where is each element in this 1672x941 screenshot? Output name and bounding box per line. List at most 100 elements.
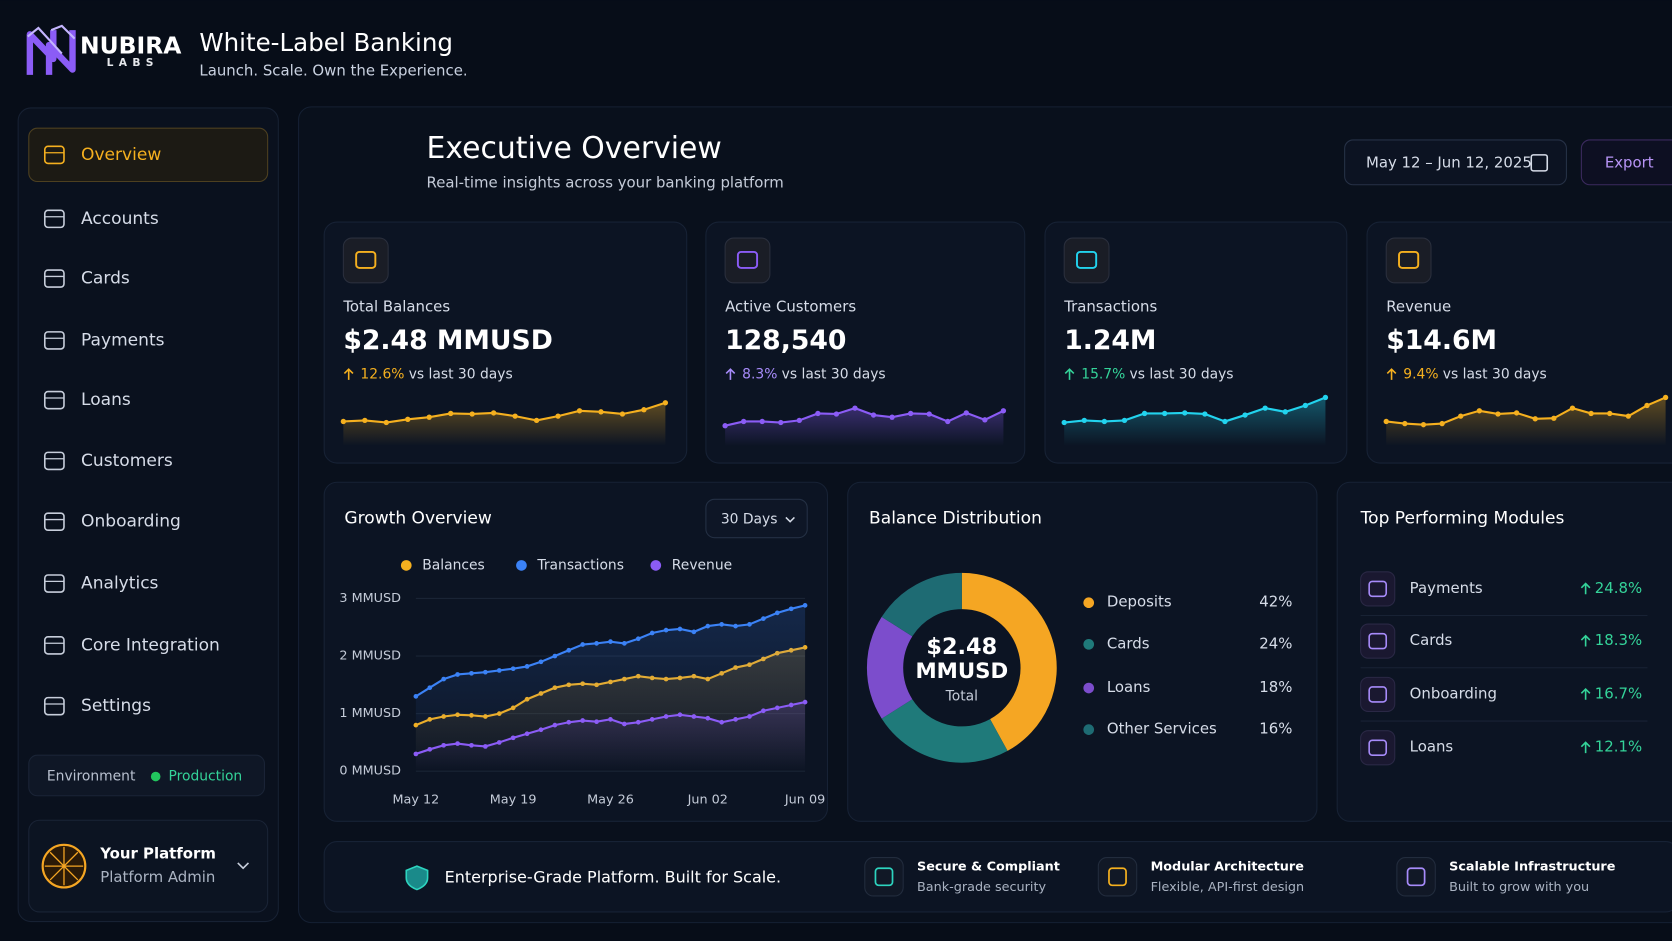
- donut-segment: [866, 616, 913, 719]
- date-range[interactable]: [1344, 139, 1567, 186]
- nav-icon: [43, 512, 65, 532]
- sparkline-point: [833, 411, 840, 417]
- legend-label: Cards: [1107, 634, 1150, 652]
- series-point: [691, 714, 697, 719]
- series-point: [649, 717, 655, 722]
- nav-item[interactable]: Overview: [81, 145, 161, 165]
- module-change: 18.3%: [1595, 631, 1642, 649]
- sparkline-point: [926, 411, 932, 417]
- sparkline-point: [1282, 409, 1288, 415]
- sparkline-point: [852, 405, 858, 411]
- series-point: [496, 740, 502, 745]
- feature-icon: [1406, 867, 1426, 887]
- series-point: [413, 751, 419, 757]
- tagline: Launch. Scale. Own the Experience.: [199, 62, 467, 80]
- y-tick-label: 3 MMUSD: [339, 591, 401, 606]
- series-point: [649, 630, 655, 636]
- nav-active[interactable]: [28, 127, 269, 183]
- sparkline-point: [1141, 410, 1148, 417]
- nav-item[interactable]: Loans: [81, 390, 131, 410]
- kpi-compare: vs last 30 days: [1443, 367, 1547, 383]
- nav-item[interactable]: Settings: [81, 696, 151, 716]
- series-point: [594, 641, 599, 646]
- nav-item[interactable]: Core Integration: [81, 635, 220, 655]
- nav-item[interactable]: Accounts: [81, 209, 159, 229]
- series-point: [663, 627, 669, 633]
- module-name[interactable]: Onboarding: [1410, 684, 1497, 702]
- nav-item[interactable]: Onboarding: [81, 512, 181, 532]
- sparkline-point: [1569, 405, 1576, 411]
- kpi-label: Transactions: [1063, 297, 1157, 315]
- page-subtitle: Real-time insights across your banking p…: [427, 174, 784, 192]
- chevron: [785, 516, 795, 523]
- up-arrow: [1580, 582, 1591, 595]
- status-dot: [150, 771, 161, 782]
- sparkline-point: [1625, 413, 1632, 419]
- module-name[interactable]: Payments: [1410, 579, 1483, 597]
- module-icon-box: [1360, 571, 1396, 607]
- environment-label: Environment: [47, 769, 136, 785]
- series-point: [510, 735, 516, 741]
- legend-label: Loans: [1107, 678, 1151, 696]
- environment-box: [28, 754, 265, 797]
- kpi-label: Total Balances: [342, 297, 450, 315]
- sparkline-point: [340, 418, 347, 425]
- brand-sub: LABS: [107, 56, 159, 69]
- kpi-icon-box: [1385, 237, 1432, 284]
- nav-item[interactable]: Cards: [81, 269, 130, 289]
- sparkline-point: [740, 418, 747, 425]
- module-icon-box: [1360, 730, 1396, 766]
- nav-item[interactable]: Payments: [81, 330, 165, 350]
- kpi-change: 9.4% vs last 30 days: [1403, 367, 1546, 383]
- series-point: [733, 623, 738, 629]
- feature-icon: [874, 867, 894, 887]
- sparkline-area: [1064, 397, 1326, 446]
- sparkline-point: [576, 408, 583, 414]
- series-point: [483, 669, 488, 675]
- kpi-change-value: 15.7%: [1081, 367, 1125, 383]
- sparkline-point: [533, 417, 540, 424]
- x-tick-label: May 19: [490, 792, 537, 807]
- donut-segment: [881, 698, 1008, 763]
- sparkline-point: [1458, 413, 1464, 419]
- sparkline-point: [1383, 418, 1389, 425]
- legend-dot: [516, 560, 527, 571]
- kpi-icon: [1398, 250, 1420, 269]
- chart-title: Balance Distribution: [869, 508, 1042, 528]
- series-point: [538, 727, 544, 733]
- feature-title: Secure & Compliant: [917, 860, 1060, 875]
- module-name[interactable]: Loans: [1410, 738, 1454, 756]
- series-point: [594, 719, 599, 725]
- kpi-compare: vs last 30 days: [782, 367, 886, 383]
- nav-item[interactable]: Customers: [81, 451, 173, 471]
- module-change: 12.1%: [1595, 738, 1642, 756]
- kpi-change-value: 8.3%: [742, 367, 777, 383]
- user-box[interactable]: [28, 819, 269, 913]
- nav-icon: [43, 451, 65, 471]
- date-range-text[interactable]: May 12 – Jun 12, 2025: [1366, 153, 1532, 171]
- sparkline-point: [945, 418, 951, 425]
- sparkline-area: [725, 408, 1004, 446]
- period-dropdown[interactable]: [705, 498, 808, 539]
- kpi-card: [323, 221, 688, 464]
- series-point: [622, 641, 627, 646]
- up-arrow: [1386, 368, 1397, 380]
- feature-icon: [1108, 867, 1127, 887]
- period-text[interactable]: 30 Days: [721, 512, 778, 528]
- sparkline-point: [1262, 405, 1268, 411]
- export-button[interactable]: [1580, 139, 1672, 186]
- module-name[interactable]: Cards: [1410, 631, 1453, 649]
- y-tick-label: 2 MMUSD: [339, 649, 401, 664]
- series-point: [455, 741, 460, 746]
- value-label: 18%: [1259, 678, 1292, 696]
- kpi-value: 1.24M: [1064, 325, 1156, 356]
- series-point: [802, 699, 808, 705]
- sparkline-point: [1551, 415, 1557, 421]
- sparkline-point: [1439, 420, 1445, 427]
- export-text[interactable]: Export: [1605, 153, 1654, 171]
- sparkline-point: [1607, 410, 1613, 417]
- x-tick-label: May 26: [587, 792, 634, 807]
- sparkline-point: [662, 400, 669, 406]
- nav-item[interactable]: Analytics: [81, 574, 159, 594]
